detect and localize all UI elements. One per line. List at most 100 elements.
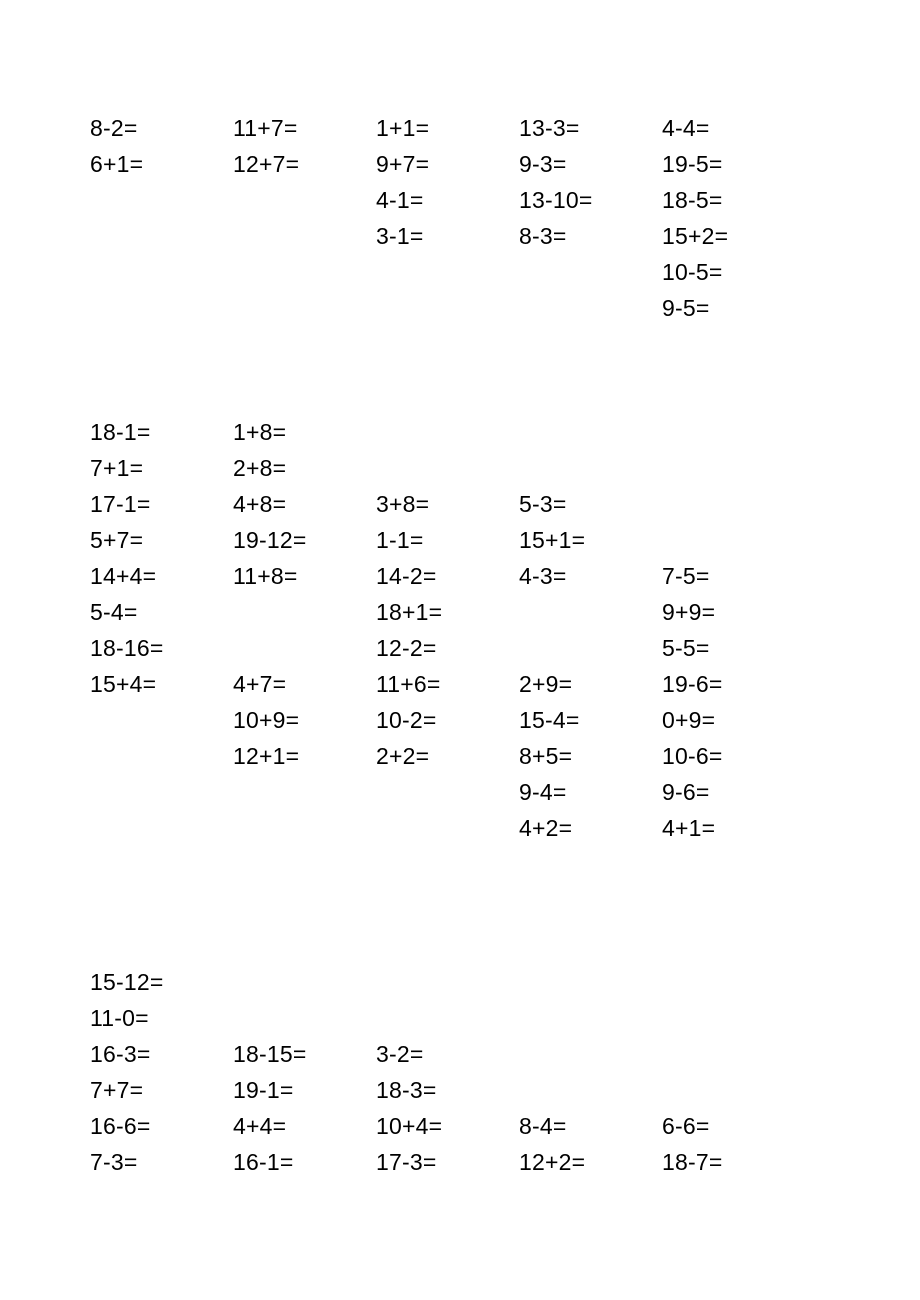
math-problem: 12+7= (233, 146, 376, 182)
math-problem: 16-1= (233, 1144, 376, 1180)
math-problem: 13-10= (519, 182, 662, 218)
math-problem: 3-1= (376, 218, 519, 254)
problem-column: 8-4=12+2= (519, 964, 662, 1180)
math-problem: 4-1= (376, 182, 519, 218)
empty-cell (90, 738, 233, 774)
math-problem: 15+1= (519, 522, 662, 558)
problem-column: 8-2=6+1= (90, 110, 233, 326)
math-problem: 15-4= (519, 702, 662, 738)
math-problem: 14+4= (90, 558, 233, 594)
math-problem: 8-3= (519, 218, 662, 254)
math-problem: 2+9= (519, 666, 662, 702)
math-problem: 3-2= (376, 1036, 519, 1072)
math-problem: 18-7= (662, 1144, 805, 1180)
problem-column: 15-12=11-0=16-3=7+7=16-6=7-3= (90, 964, 233, 1180)
math-problem: 19-12= (233, 522, 376, 558)
empty-cell (233, 254, 376, 290)
math-problem: 11+7= (233, 110, 376, 146)
empty-cell (519, 964, 662, 1000)
math-problem: 19-5= (662, 146, 805, 182)
math-problem: 16-6= (90, 1108, 233, 1144)
math-problem: 10-6= (662, 738, 805, 774)
math-problem: 15-12= (90, 964, 233, 1000)
math-problem: 12+1= (233, 738, 376, 774)
math-problem: 4+4= (233, 1108, 376, 1144)
math-problem: 5-4= (90, 594, 233, 630)
math-problem: 4-3= (519, 558, 662, 594)
problem-column: 1+8=2+8=4+8=19-12=11+8=4+7=10+9=12+1= (233, 414, 376, 846)
empty-cell (519, 1000, 662, 1036)
math-problem: 19-6= (662, 666, 805, 702)
empty-cell (90, 182, 233, 218)
math-problem: 7-3= (90, 1144, 233, 1180)
math-problem: 19-1= (233, 1072, 376, 1108)
empty-cell (376, 1000, 519, 1036)
math-problem: 12+2= (519, 1144, 662, 1180)
empty-cell (233, 774, 376, 810)
empty-cell (519, 1036, 662, 1072)
problem-column: 4-4=19-5=18-5=15+2=10-5=9-5= (662, 110, 805, 326)
problem-column: 18-15=19-1=4+4=16-1= (233, 964, 376, 1180)
empty-cell (233, 594, 376, 630)
empty-cell (376, 290, 519, 326)
math-problem: 14-2= (376, 558, 519, 594)
empty-cell (662, 1036, 805, 1072)
empty-cell (519, 414, 662, 450)
empty-cell (376, 774, 519, 810)
problem-column: 18-1=7+1=17-1=5+7=14+4=5-4=18-16=15+4= (90, 414, 233, 846)
math-problem: 5-5= (662, 630, 805, 666)
math-problem: 9+7= (376, 146, 519, 182)
math-problem: 9+9= (662, 594, 805, 630)
empty-cell (519, 290, 662, 326)
math-problem: 18-1= (90, 414, 233, 450)
problem-block-2: 18-1=7+1=17-1=5+7=14+4=5-4=18-16=15+4=1+… (90, 414, 830, 846)
empty-cell (376, 254, 519, 290)
math-problem: 2+8= (233, 450, 376, 486)
math-problem: 8-2= (90, 110, 233, 146)
math-problem: 4+2= (519, 810, 662, 846)
math-problem: 15+4= (90, 666, 233, 702)
math-problem: 4+8= (233, 486, 376, 522)
problem-block-3: 15-12=11-0=16-3=7+7=16-6=7-3=18-15=19-1=… (90, 964, 830, 1180)
math-problem: 1+1= (376, 110, 519, 146)
math-problem: 9-6= (662, 774, 805, 810)
empty-cell (90, 774, 233, 810)
empty-cell (90, 254, 233, 290)
math-problem: 8-4= (519, 1108, 662, 1144)
math-problem: 3+8= (376, 486, 519, 522)
empty-cell (233, 1000, 376, 1036)
empty-cell (662, 450, 805, 486)
math-problem: 8+5= (519, 738, 662, 774)
empty-cell (662, 1000, 805, 1036)
math-problem: 10+9= (233, 702, 376, 738)
math-problem: 0+9= (662, 702, 805, 738)
empty-cell (233, 218, 376, 254)
problem-column: 7-5=9+9=5-5=19-6=0+9=10-6=9-6=4+1= (662, 414, 805, 846)
empty-cell (376, 414, 519, 450)
math-problem: 16-3= (90, 1036, 233, 1072)
empty-cell (376, 810, 519, 846)
math-problem: 10-5= (662, 254, 805, 290)
problem-column: 6-6=18-7= (662, 964, 805, 1180)
empty-cell (376, 964, 519, 1000)
empty-cell (662, 522, 805, 558)
empty-cell (662, 964, 805, 1000)
empty-cell (90, 290, 233, 326)
math-problem: 17-3= (376, 1144, 519, 1180)
math-problem: 7-5= (662, 558, 805, 594)
empty-cell (519, 1072, 662, 1108)
problem-column: 5-3=15+1=4-3=2+9=15-4=8+5=9-4=4+2= (519, 414, 662, 846)
math-problem: 9-3= (519, 146, 662, 182)
math-problem: 1+8= (233, 414, 376, 450)
problem-column: 3-2=18-3=10+4=17-3= (376, 964, 519, 1180)
math-problem: 18-16= (90, 630, 233, 666)
problem-column: 11+7=12+7= (233, 110, 376, 326)
empty-cell (233, 810, 376, 846)
empty-cell (519, 594, 662, 630)
math-problem: 5-3= (519, 486, 662, 522)
math-problem: 4+7= (233, 666, 376, 702)
math-problem: 18-15= (233, 1036, 376, 1072)
math-problem: 7+1= (90, 450, 233, 486)
math-problem: 6+1= (90, 146, 233, 182)
math-problem: 11+6= (376, 666, 519, 702)
